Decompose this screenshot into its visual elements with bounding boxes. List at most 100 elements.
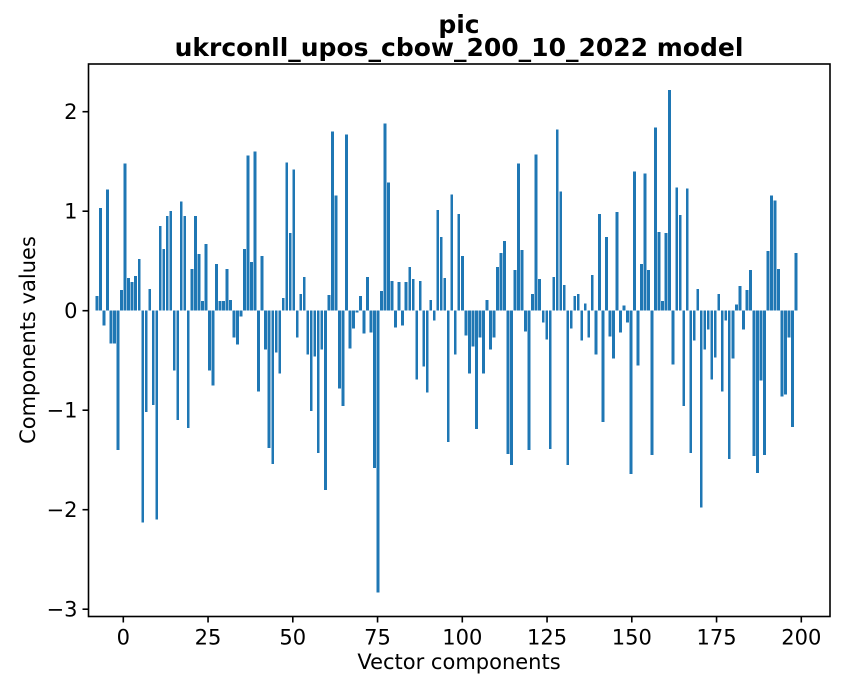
bar <box>106 189 109 311</box>
bar <box>369 310 373 333</box>
bar <box>390 280 394 311</box>
bar <box>734 304 738 311</box>
bar <box>113 310 116 344</box>
bar <box>643 173 647 311</box>
bar <box>215 263 218 311</box>
bar <box>664 233 668 311</box>
bar <box>633 171 636 311</box>
bar <box>102 310 106 326</box>
bar <box>450 194 454 311</box>
bar <box>271 310 275 464</box>
bar <box>274 310 278 353</box>
x-tick-label: 175 <box>697 626 737 650</box>
bar <box>295 310 299 338</box>
bar <box>169 211 173 311</box>
bar <box>594 310 598 355</box>
bar <box>668 89 672 311</box>
bar <box>580 310 584 341</box>
bar <box>285 162 289 311</box>
bar <box>597 214 601 311</box>
bar <box>193 216 197 311</box>
bar <box>158 226 162 311</box>
axes-group <box>87 63 831 618</box>
bar <box>573 295 577 311</box>
bar <box>144 310 148 413</box>
bar <box>330 131 334 311</box>
bar <box>689 310 693 453</box>
bar <box>278 310 282 374</box>
bar <box>313 310 317 357</box>
y-axis-label: Components values <box>16 236 40 444</box>
bar <box>130 281 134 311</box>
x-tick-label: 200 <box>781 626 821 650</box>
bar <box>127 277 131 311</box>
bar <box>510 310 513 465</box>
bar <box>222 300 225 311</box>
bar <box>619 310 622 333</box>
bar <box>116 310 120 450</box>
bar <box>288 233 292 311</box>
bar <box>246 155 250 311</box>
bar <box>380 290 383 311</box>
bar <box>306 310 310 355</box>
bar <box>763 310 766 455</box>
bar <box>355 310 359 313</box>
x-axis-ticks: 0 25 50 75 100 125 150 175 200 <box>117 616 821 650</box>
bar <box>720 310 724 392</box>
bar <box>527 310 531 450</box>
bar <box>155 310 159 520</box>
bar <box>696 288 700 311</box>
y-tick-label: −3 <box>47 598 78 622</box>
bar <box>208 310 211 371</box>
bar <box>647 269 650 311</box>
bar <box>784 310 787 395</box>
bar <box>513 269 517 311</box>
bar <box>657 232 661 311</box>
y-tick-label: 2 <box>64 100 77 124</box>
bar <box>432 310 436 321</box>
bar <box>264 310 268 350</box>
bar <box>777 268 780 311</box>
bar <box>640 263 643 311</box>
bar <box>773 200 777 311</box>
bar <box>186 310 190 429</box>
bar <box>362 310 366 334</box>
bar <box>359 295 362 311</box>
bar <box>204 244 208 311</box>
bar <box>717 293 721 311</box>
bar <box>745 289 749 311</box>
bar <box>713 310 717 358</box>
bar <box>706 310 710 330</box>
bar <box>429 299 433 311</box>
bar <box>250 261 253 311</box>
y-tick-label: 1 <box>64 200 77 224</box>
bar <box>334 195 338 311</box>
bar <box>292 169 296 311</box>
bar <box>471 310 475 347</box>
bar <box>485 299 489 311</box>
bar <box>345 134 348 311</box>
bar <box>545 310 549 340</box>
bar <box>148 288 152 311</box>
y-tick-label: −2 <box>47 498 78 522</box>
bar <box>724 310 728 321</box>
bar <box>141 310 145 523</box>
bar <box>109 310 113 344</box>
y-tick-label: 0 <box>64 299 77 323</box>
bar <box>316 310 320 453</box>
bar <box>661 300 664 311</box>
bar <box>134 275 138 311</box>
bar <box>604 237 608 311</box>
bar <box>566 310 570 465</box>
bar <box>281 297 285 311</box>
bar <box>446 310 450 443</box>
bar <box>517 163 520 311</box>
y-tick-label: −1 <box>47 399 78 423</box>
x-tick-label: 100 <box>442 626 482 650</box>
bar <box>137 258 141 311</box>
bar <box>608 310 612 337</box>
bar <box>338 310 341 389</box>
bar <box>197 253 201 311</box>
bar <box>583 303 587 311</box>
